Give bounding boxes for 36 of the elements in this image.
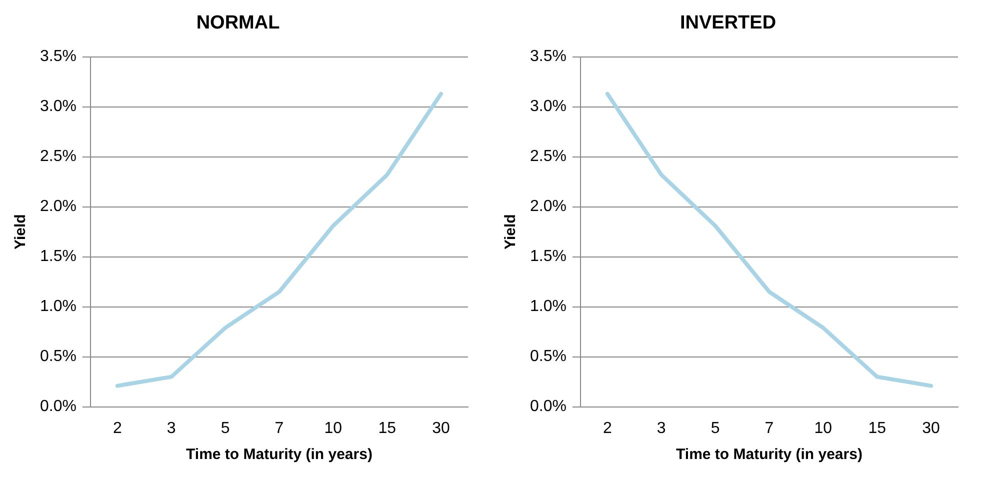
x-tick-label: 2: [112, 420, 122, 437]
y-tick-label: 1.0%: [40, 298, 76, 316]
y-tick-label: 2.5%: [40, 148, 76, 166]
x-tick-label: 10: [324, 420, 342, 437]
y-tick-label: 1.0%: [530, 298, 566, 316]
x-tick-label: 30: [432, 420, 450, 437]
x-axis-title: Time to Maturity (in years): [186, 446, 372, 464]
y-tick-label: 0.5%: [40, 348, 76, 366]
y-tick-label: 2.0%: [40, 198, 76, 216]
x-tick-label: 15: [868, 420, 886, 437]
y-axis-title: Yield: [12, 214, 30, 250]
y-tick-label: 3.5%: [530, 48, 566, 66]
y-tick-label: 3.0%: [530, 98, 566, 116]
y-axis-title: Yield: [502, 214, 520, 250]
x-tick-label: 5: [220, 420, 230, 437]
y-tick-label: 3.0%: [40, 98, 76, 116]
chart-title: INVERTED: [680, 12, 776, 34]
x-tick-label: 30: [922, 420, 940, 437]
y-tick-label: 1.5%: [530, 248, 566, 266]
x-tick-label: 2: [602, 420, 612, 437]
x-tick-label: 3: [166, 420, 176, 437]
y-tick-label: 0.0%: [40, 398, 76, 416]
y-tick-label: 2.5%: [530, 148, 566, 166]
x-tick-label: 10: [814, 420, 832, 437]
y-tick-label: 0.5%: [530, 348, 566, 366]
y-tick-label: 0.0%: [530, 398, 566, 416]
y-tick-label: 1.5%: [40, 248, 76, 266]
x-tick-label: 7: [274, 420, 284, 437]
y-tick-label: 2.0%: [530, 198, 566, 216]
x-tick-label: 15: [378, 420, 396, 437]
chart-title: NORMAL: [196, 12, 280, 34]
x-tick-label: 3: [656, 420, 666, 437]
x-axis-title: Time to Maturity (in years): [676, 446, 862, 464]
x-tick-label: 5: [710, 420, 720, 437]
x-tick-label: 7: [764, 420, 774, 437]
y-tick-label: 3.5%: [40, 48, 76, 66]
